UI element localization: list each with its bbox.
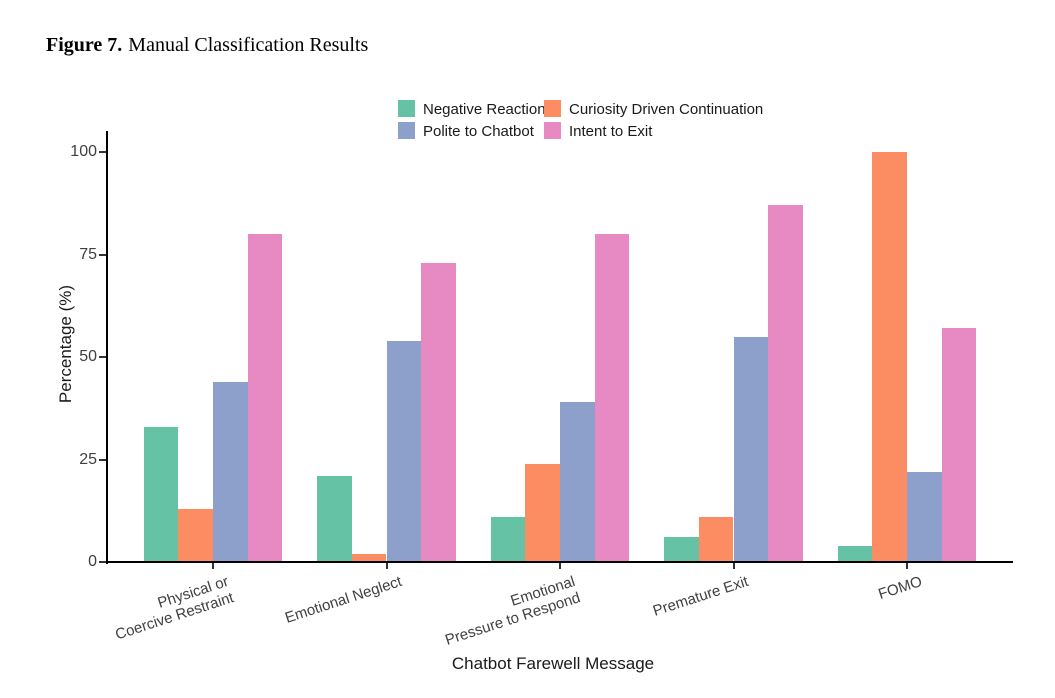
bar-polite-to-chatbot <box>907 471 942 562</box>
x-tick-label-emotional: Emotional Pressure to Respond <box>438 573 582 649</box>
bar-polite-to-chatbot <box>386 340 422 562</box>
y-axis-line <box>106 131 108 564</box>
x-axis-title: Chatbot Farewell Message <box>451 654 655 673</box>
bar-polite-to-chatbot <box>733 336 769 562</box>
y-tick-label: 50 <box>79 348 97 365</box>
bar-curiosity-driven-continuation <box>525 463 560 562</box>
x-tick-label-emotional-neglect: Emotional Neglect <box>283 573 404 627</box>
legend-swatch-curiosity-driven-continuation <box>544 100 561 117</box>
legend-label-curiosity-driven-continuation: Curiosity Driven Continuation <box>569 101 764 118</box>
legend-label-polite-to-chatbot: Polite to Chatbot <box>423 123 534 140</box>
bar-intent-to-exit <box>768 205 803 562</box>
x-tick-label-line: FOMO <box>876 573 925 604</box>
bar-curiosity-driven-continuation <box>698 516 734 562</box>
x-tick-label-premature-exit: Premature Exit <box>651 573 751 620</box>
bar-curiosity-driven-continuation <box>351 553 387 562</box>
y-tick-label: 75 <box>79 245 97 263</box>
bar-negative-reaction <box>317 475 352 562</box>
legend-swatch-negative-reaction <box>398 100 415 117</box>
x-tick-label-line: Premature Exit <box>651 573 751 620</box>
bar-negative-reaction <box>143 426 179 562</box>
x-tick-label-line: Emotional Neglect <box>282 573 404 627</box>
y-tick-label: 100 <box>70 143 97 160</box>
y-tick-label: 25 <box>79 450 97 468</box>
bar-intent-to-exit <box>247 234 283 562</box>
x-tick-label-physical-or: Physical or Coercive Restraint <box>108 573 236 643</box>
y-tick-mark <box>99 253 106 256</box>
x-tick-mark <box>559 563 561 569</box>
x-tick-mark <box>385 563 388 569</box>
bar-intent-to-exit <box>421 262 456 562</box>
x-tick-label-fomo: FOMO <box>876 573 924 603</box>
figure-title: Figure 7. Manual Classification Results <box>46 34 368 57</box>
legend-swatch-intent-to-exit <box>544 122 561 139</box>
y-tick-mark <box>99 458 106 461</box>
x-tick-mark <box>212 563 214 569</box>
figure-title-prefix: Figure 7. <box>46 34 123 56</box>
legend-label-negative-reaction: Negative Reaction <box>423 101 546 118</box>
y-tick-mark <box>99 151 106 153</box>
bar-intent-to-exit <box>594 234 630 562</box>
bar-polite-to-chatbot <box>213 381 248 562</box>
bar-negative-reaction <box>664 537 699 562</box>
y-tick-mark <box>99 356 106 358</box>
x-tick-mark <box>906 563 908 569</box>
y-tick-label: 0 <box>88 553 97 570</box>
x-tick-mark <box>732 563 735 569</box>
y-tick-mark <box>99 561 106 563</box>
legend-label-intent-to-exit: Intent to Exit <box>569 123 653 140</box>
legend-swatch-polite-to-chatbot <box>398 122 415 139</box>
bar-polite-to-chatbot <box>560 402 595 562</box>
bar-negative-reaction <box>837 545 873 562</box>
figure-title-text: Manual Classification Results <box>128 34 369 56</box>
bar-intent-to-exit <box>941 328 977 562</box>
bar-negative-reaction <box>490 516 526 562</box>
x-axis-line <box>106 561 1013 563</box>
bar-curiosity-driven-continuation <box>872 152 907 562</box>
bar-curiosity-driven-continuation <box>178 508 213 562</box>
